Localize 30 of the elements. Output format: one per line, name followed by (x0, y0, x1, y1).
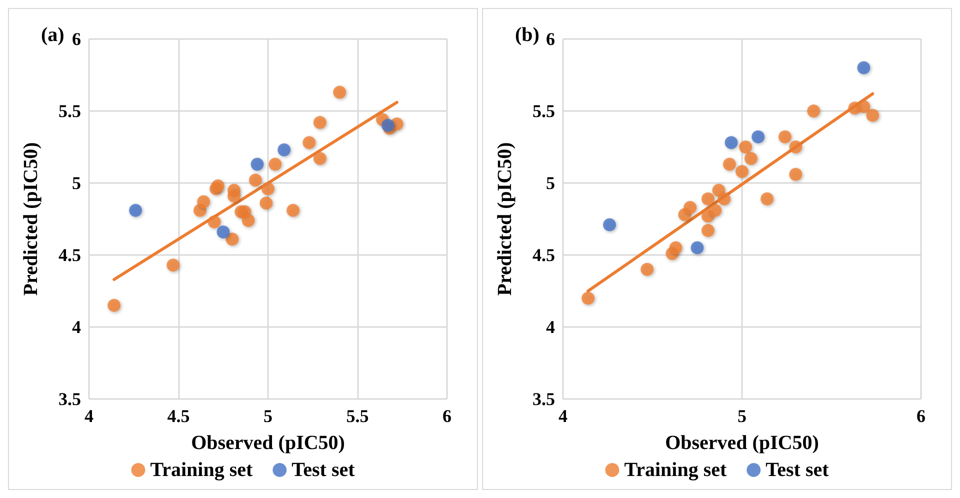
x-tick-label: 5 (738, 406, 746, 426)
y-tick-label: 4.5 (532, 245, 555, 265)
x-axis-title: Observed (pIC50) (665, 432, 819, 454)
y-tick-label: 6 (72, 29, 81, 49)
text: (b) (515, 24, 540, 46)
y-tick-label: 5 (72, 173, 81, 193)
y-tick-label: 4 (72, 317, 81, 337)
y-tick-label: 5.5 (58, 101, 81, 121)
x-tick-label: 4 (84, 406, 94, 426)
legend-label: Training set (624, 459, 727, 481)
y-tick-label: 5 (546, 173, 555, 193)
x-tick-label: 6 (442, 406, 452, 426)
x-tick-label: 5.5 (346, 406, 369, 426)
y-tick-label: 4.5 (58, 245, 81, 265)
y-tick-label: 3.5 (58, 389, 81, 409)
y-tick-label: 3.5 (532, 389, 555, 409)
y-tick-label: 4 (546, 317, 555, 337)
y-axis-title: Predicted (pIC50) (20, 142, 42, 296)
y-tick-label: 5.5 (532, 101, 555, 121)
legend-label: Test set (766, 459, 830, 481)
y-axis-title: Predicted (pIC50) (494, 142, 516, 296)
legend-label: Training set (150, 459, 253, 481)
x-tick-label: 4.5 (167, 406, 190, 426)
x-axis-title: Observed (pIC50) (191, 432, 345, 454)
x-tick-label: 5 (264, 406, 272, 426)
text: (a) (41, 24, 64, 46)
x-tick-label: 6 (916, 406, 926, 426)
legend-label: Test set (292, 459, 356, 481)
y-tick-label: 6 (546, 29, 555, 49)
x-tick-label: 4 (558, 406, 568, 426)
